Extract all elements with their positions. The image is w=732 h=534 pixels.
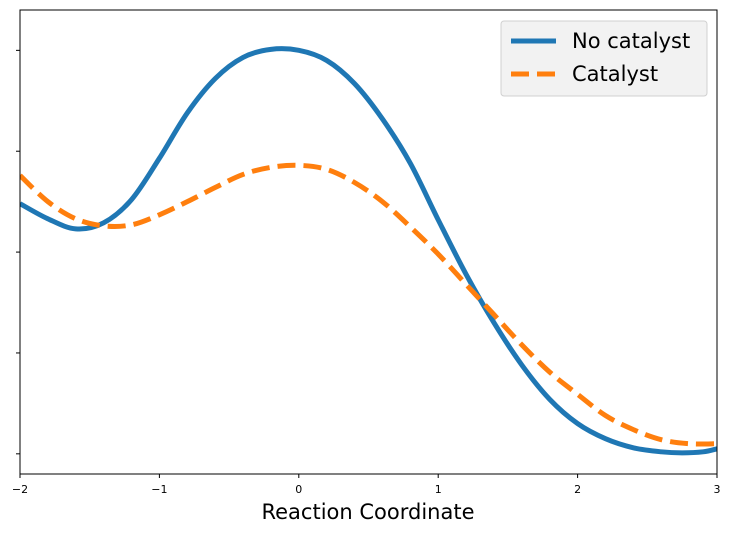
x-axis-label: Reaction Coordinate [261, 500, 474, 524]
legend: No catalyst Catalyst [500, 20, 708, 97]
legend-label: No catalyst [572, 29, 690, 53]
x-tick-label: 1 [435, 483, 442, 496]
series-line-catalyst [20, 162, 717, 447]
series-layer [20, 46, 717, 456]
plot-frame [19, 9, 718, 475]
legend-label: Catalyst [572, 62, 658, 86]
x-tick-label: 2 [574, 483, 581, 496]
x-axis: −2 −1 0 1 2 3 [12, 474, 721, 496]
x-tick-label: −1 [151, 483, 167, 496]
x-tick-label: 3 [714, 483, 721, 496]
x-tick-label: 0 [295, 483, 302, 496]
y-axis [16, 49, 20, 455]
series-line-no-catalyst [20, 46, 717, 456]
x-tick-label: −2 [12, 483, 28, 496]
